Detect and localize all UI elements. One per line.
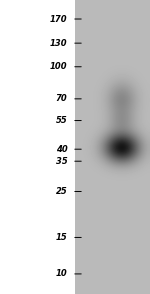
Bar [75,0,150,294]
Text: 35: 35 [56,157,68,166]
Text: 25: 25 [56,187,68,196]
Text: 15: 15 [56,233,68,242]
Text: 170: 170 [50,14,68,24]
Text: 130: 130 [50,39,68,48]
Text: 70: 70 [56,94,68,103]
Text: 100: 100 [50,62,68,71]
Text: 10: 10 [56,269,68,278]
Text: 55: 55 [56,116,68,125]
Text: 40: 40 [56,145,68,154]
Bar [0,0,75,294]
